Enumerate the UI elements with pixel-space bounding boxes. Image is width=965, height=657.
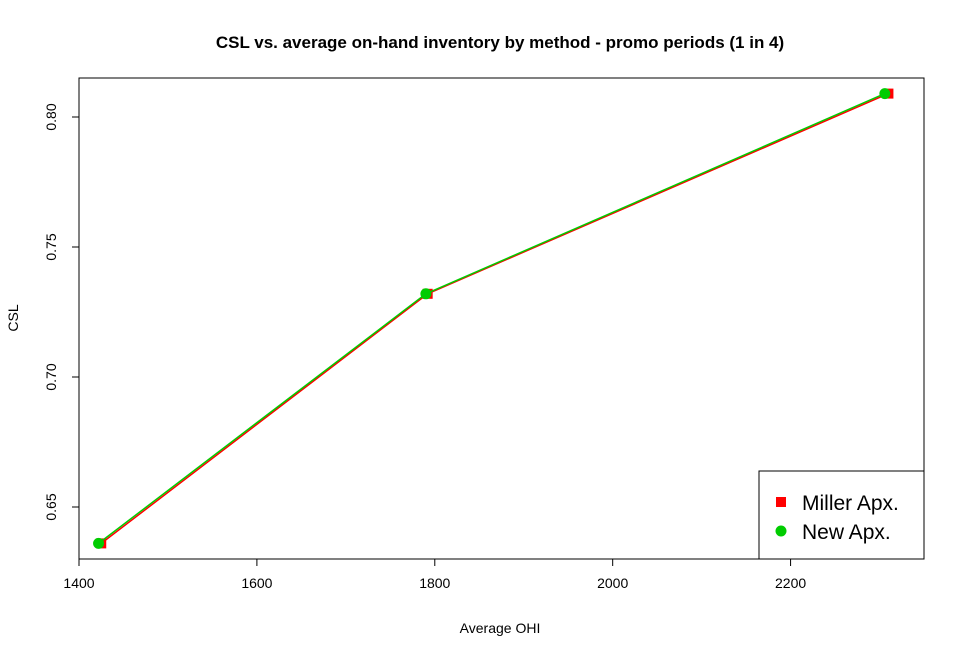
data-point [420, 288, 432, 300]
y-tick-label: 0.80 [43, 103, 59, 130]
y-tick-label: 0.75 [43, 233, 59, 260]
x-tick-label: 1600 [241, 575, 272, 591]
x-axis: 1400 1600 1800 2000 2200 [63, 558, 806, 591]
x-tick-label: 2000 [597, 575, 628, 591]
series-layer [93, 88, 894, 549]
legend-marker-circle [775, 525, 787, 537]
x-tick-label: 1800 [419, 575, 450, 591]
y-tick-label: 0.70 [43, 363, 59, 390]
legend-box [758, 470, 925, 560]
legend: Miller Apx. New Apx. [758, 470, 925, 560]
y-tick-label: 0.65 [43, 493, 59, 520]
y-axis: 0.65 0.70 0.75 0.80 [43, 103, 80, 521]
legend-label: Miller Apx. [802, 492, 899, 515]
x-axis-label: Average OHI [460, 620, 541, 636]
chart-title: CSL vs. average on-hand inventory by met… [216, 33, 784, 52]
data-point [93, 537, 105, 549]
x-tick-label: 1400 [63, 575, 94, 591]
data-point [879, 88, 891, 100]
legend-label: New Apx. [802, 521, 891, 544]
y-axis-label: CSL [5, 304, 21, 331]
x-tick-label: 2200 [775, 575, 806, 591]
legend-marker-square [776, 497, 786, 507]
series-new [93, 88, 891, 549]
